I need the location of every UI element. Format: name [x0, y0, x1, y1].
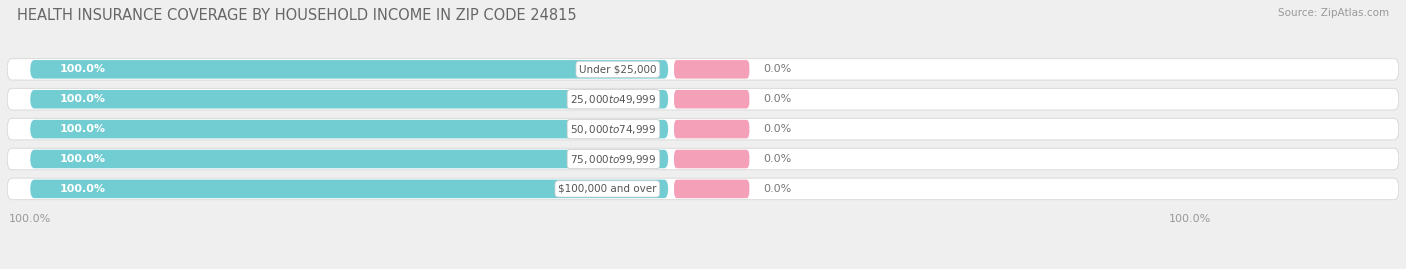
FancyBboxPatch shape — [7, 118, 1399, 140]
FancyBboxPatch shape — [673, 90, 749, 108]
FancyBboxPatch shape — [7, 59, 1399, 80]
FancyBboxPatch shape — [31, 90, 668, 108]
FancyBboxPatch shape — [31, 120, 668, 138]
Text: 0.0%: 0.0% — [763, 154, 792, 164]
Text: 0.0%: 0.0% — [763, 64, 792, 74]
Text: 0.0%: 0.0% — [763, 94, 792, 104]
Text: Source: ZipAtlas.com: Source: ZipAtlas.com — [1278, 8, 1389, 18]
Text: Under $25,000: Under $25,000 — [579, 64, 657, 74]
FancyBboxPatch shape — [7, 89, 1399, 110]
FancyBboxPatch shape — [673, 180, 749, 198]
Text: 100.0%: 100.0% — [59, 94, 105, 104]
Text: $100,000 and over: $100,000 and over — [558, 184, 657, 194]
FancyBboxPatch shape — [31, 60, 668, 79]
FancyBboxPatch shape — [7, 178, 1399, 200]
Text: $25,000 to $49,999: $25,000 to $49,999 — [571, 93, 657, 106]
Text: $50,000 to $74,999: $50,000 to $74,999 — [571, 123, 657, 136]
Text: 0.0%: 0.0% — [763, 184, 792, 194]
FancyBboxPatch shape — [31, 180, 668, 198]
Text: 0.0%: 0.0% — [763, 124, 792, 134]
FancyBboxPatch shape — [7, 148, 1399, 170]
FancyBboxPatch shape — [673, 150, 749, 168]
Text: 100.0%: 100.0% — [59, 64, 105, 74]
FancyBboxPatch shape — [31, 150, 668, 168]
Text: $75,000 to $99,999: $75,000 to $99,999 — [571, 153, 657, 165]
FancyBboxPatch shape — [673, 60, 749, 79]
Text: 100.0%: 100.0% — [59, 124, 105, 134]
Text: HEALTH INSURANCE COVERAGE BY HOUSEHOLD INCOME IN ZIP CODE 24815: HEALTH INSURANCE COVERAGE BY HOUSEHOLD I… — [17, 8, 576, 23]
FancyBboxPatch shape — [673, 120, 749, 138]
Text: 100.0%: 100.0% — [59, 184, 105, 194]
Text: 100.0%: 100.0% — [59, 154, 105, 164]
